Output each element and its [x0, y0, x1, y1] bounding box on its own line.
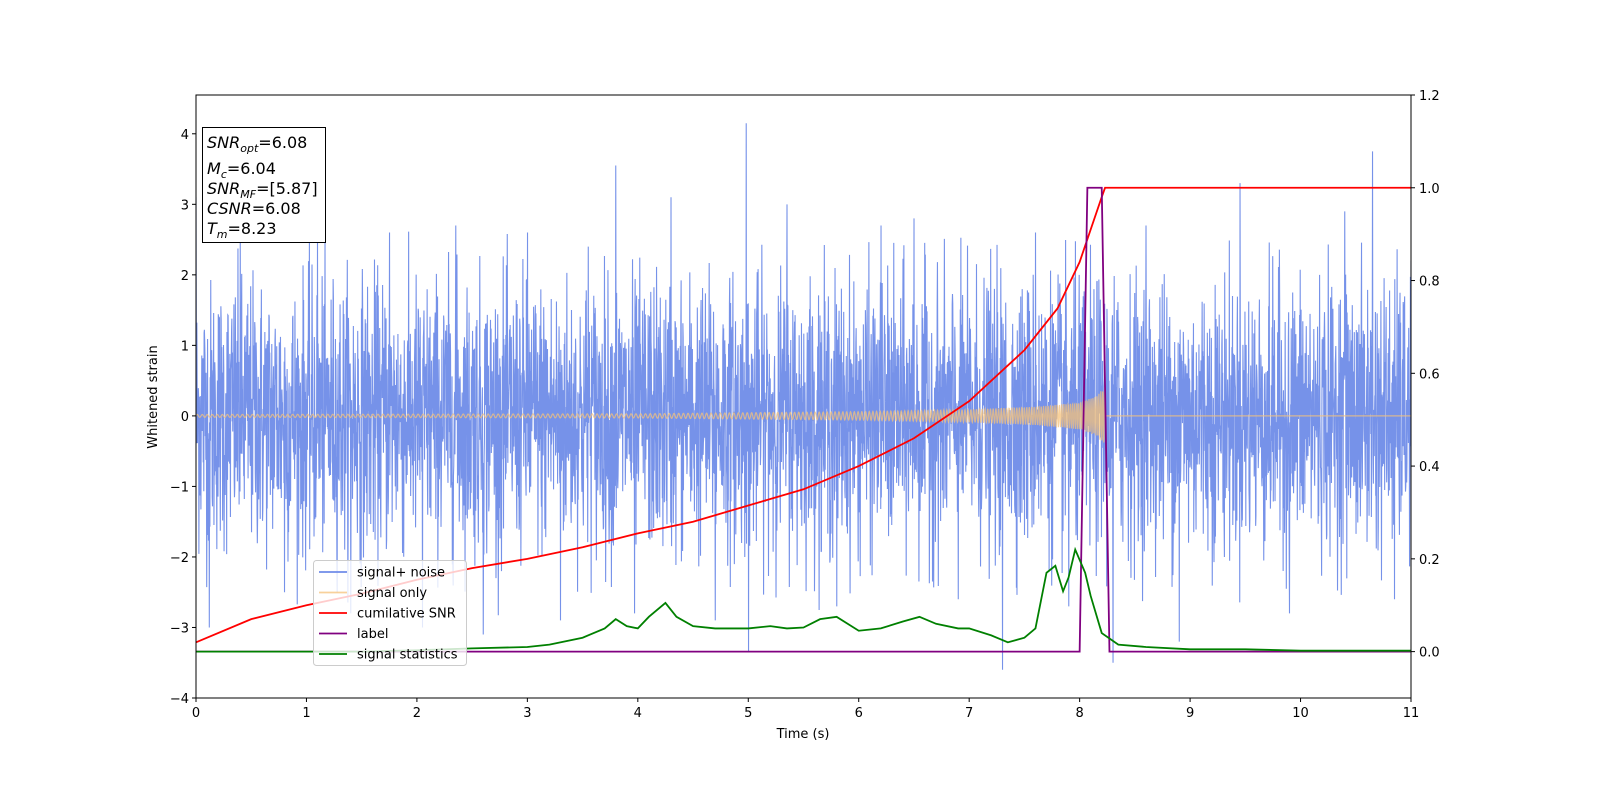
y2-tick-label: 0.6	[1419, 367, 1440, 382]
legend: signal+ noise signal only cumilative SNR la…	[313, 560, 467, 666]
y-tick-label: −4	[170, 692, 189, 707]
y-tick-label: 2	[181, 269, 189, 284]
y2-tick-label: 1.0	[1419, 182, 1440, 197]
x-tick-label: 7	[965, 706, 973, 721]
x-tick-label: 2	[413, 706, 421, 721]
series-signal-noise	[196, 123, 1411, 670]
x-tick-label: 9	[1186, 706, 1194, 721]
y-axis-label: Whitened strain	[146, 345, 161, 448]
info-box-frame	[202, 127, 326, 243]
info-box: SNRopt=6.08 Mc=6.04 SNRMF=[5.87] CSNR=6.…	[202, 127, 326, 243]
x-tick-label: 6	[855, 706, 863, 721]
x-axis-label: Time (s)	[776, 727, 830, 742]
y-tick-label: 0	[181, 410, 189, 425]
y-tick-label: 4	[181, 128, 189, 143]
info-mc: Mc=6.04	[207, 159, 276, 181]
series-signal-only	[196, 387, 1411, 443]
y2-tick-label: 0.2	[1419, 553, 1440, 568]
y2-tick-label: 1.2	[1419, 89, 1440, 104]
legend-signal-only-text: signal only	[357, 586, 427, 601]
x-tick-label: 11	[1403, 706, 1420, 721]
x-tick-label: 4	[634, 706, 642, 721]
legend-frame	[313, 560, 467, 666]
legend-label-text: label	[357, 627, 388, 642]
x-tick-label: 3	[523, 706, 531, 721]
legend-signal-statistics-text: signal statistics	[357, 648, 458, 663]
x-tick-label: 8	[1075, 706, 1083, 721]
y-tick-label: 3	[181, 198, 189, 213]
x-tick-label: 1	[302, 706, 310, 721]
info-tm: Tm=8.23	[207, 219, 277, 241]
axes-layer: 0 1 2 3 4 5 6 7 8 9 10 11 −4 −3 −2 −1 0 1 2 3 4 0.0 0.2 0.4 0.6 0…	[170, 89, 1440, 721]
x-tick-label: 10	[1292, 706, 1309, 721]
info-snr-mf: SNRMF=[5.87]	[207, 179, 318, 201]
legend-signal-noise-text: signal+ noise	[357, 566, 445, 581]
y-tick-label: 1	[181, 339, 189, 354]
series-label	[196, 186, 1411, 653]
legend-cumilative-snr-text: cumilative SNR	[357, 607, 456, 622]
y2-tick-label: 0.0	[1419, 646, 1440, 661]
x-tick-label: 0	[192, 706, 200, 721]
info-snr-opt: SNRopt=6.08	[207, 133, 307, 155]
plot-frame	[195, 94, 1412, 699]
y2-tick-label: 0.4	[1419, 460, 1440, 475]
y-tick-label: −3	[170, 621, 189, 636]
y-tick-label: −2	[170, 551, 189, 566]
x-tick-label: 5	[744, 706, 752, 721]
y2-tick-label: 0.8	[1419, 275, 1440, 290]
y-tick-label: −1	[170, 480, 189, 495]
series-signal-statistics	[196, 546, 1411, 653]
info-csnr: CSNR=6.08	[207, 199, 301, 218]
